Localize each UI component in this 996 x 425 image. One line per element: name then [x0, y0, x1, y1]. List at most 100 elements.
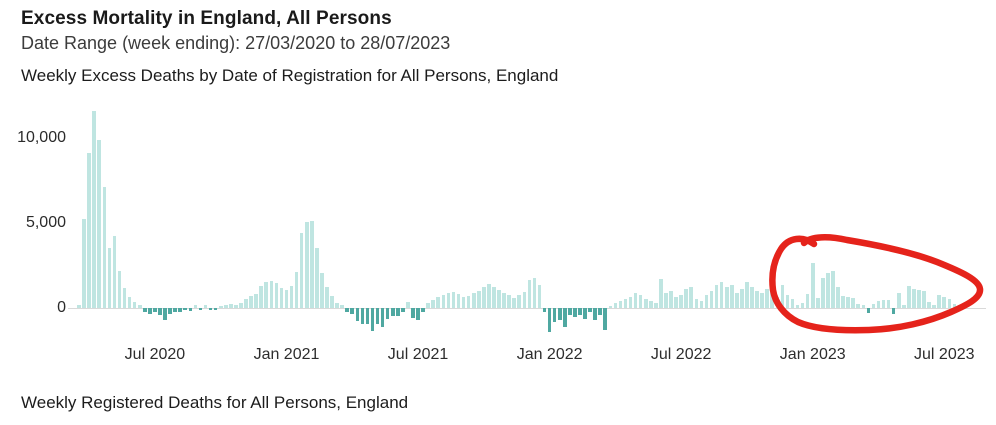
excess-deaths-bar [77, 305, 81, 308]
excess-deaths-bar [117, 270, 122, 308]
excess-deaths-bar [132, 301, 137, 308]
excess-deaths-bar [775, 296, 780, 308]
excess-deaths-bar [745, 282, 749, 308]
excess-deaths-bar [406, 301, 410, 308]
excess-deaths-bar [851, 297, 855, 308]
y-axis-tick-label: 10,000 [17, 128, 66, 146]
excess-deaths-bar [148, 308, 152, 314]
excess-deaths-bar [102, 187, 107, 308]
report-title: Excess Mortality in England, All Persons [21, 8, 392, 29]
excess-deaths-bar [846, 296, 850, 308]
excess-deaths-bar [562, 308, 567, 327]
excess-deaths-bar [578, 308, 582, 315]
excess-deaths-bar [431, 300, 436, 308]
excess-deaths-bar [552, 308, 557, 323]
excess-deaths-bar [446, 293, 451, 308]
excess-deaths-bar [315, 248, 319, 308]
excess-deaths-bar [669, 290, 673, 308]
excess-deaths-bar [158, 308, 162, 316]
excess-deaths-bar [573, 308, 577, 318]
excess-deaths-bar [800, 302, 805, 308]
excess-deaths-bar [527, 280, 532, 308]
excess-deaths-bar [461, 296, 466, 308]
excess-deaths-bar [466, 296, 471, 308]
excess-deaths-bar [740, 288, 744, 308]
excess-deaths-bar [426, 302, 430, 308]
excess-deaths-bar [750, 286, 754, 308]
excess-deaths-bar [360, 308, 365, 325]
excess-deaths-bar [239, 303, 243, 308]
excess-deaths-bar [861, 304, 866, 308]
excess-deaths-bar [735, 292, 739, 308]
excess-deaths-bar [922, 290, 926, 308]
excess-deaths-bar [396, 308, 400, 317]
excess-deaths-bar [198, 308, 203, 310]
excess-deaths-bar [335, 302, 339, 308]
excess-deaths-bar [213, 308, 218, 310]
excess-deaths-bar [127, 296, 132, 308]
excess-deaths-bar [780, 284, 785, 308]
excess-deaths-bar [795, 304, 800, 308]
excess-deaths-bar [476, 290, 481, 308]
excess-deaths-bar [218, 306, 223, 308]
excess-deaths-bar [254, 294, 258, 308]
excess-deaths-bar [568, 308, 572, 315]
excess-deaths-bar [188, 308, 193, 312]
excess-deaths-bar [537, 284, 542, 308]
excess-deaths-bar [259, 286, 263, 308]
excess-deaths-bar [836, 286, 840, 308]
excess-deaths-bar [193, 305, 198, 308]
excess-deaths-bar [628, 296, 633, 308]
excess-deaths-bar [643, 298, 648, 308]
excess-deaths-bar [385, 308, 390, 320]
excess-deaths-bar [492, 287, 496, 308]
excess-deaths-bar [122, 288, 127, 308]
excess-deaths-bar [598, 308, 602, 315]
excess-deaths-bar [654, 302, 658, 308]
excess-deaths-bar [284, 289, 289, 308]
excess-deaths-bar [891, 308, 896, 314]
excess-deaths-bar [805, 294, 810, 308]
excess-deaths-bar [97, 139, 102, 308]
excess-deaths-bar [304, 222, 309, 308]
excess-deaths-bar [588, 308, 592, 313]
excess-deaths-bar [507, 295, 511, 308]
excess-deaths-bar [821, 277, 825, 308]
excess-deaths-bar [249, 295, 253, 308]
excess-deaths-bar [183, 308, 188, 311]
excess-deaths-bar [380, 308, 385, 328]
excess-deaths-bar [517, 295, 522, 308]
excess-deaths-bar [487, 284, 491, 308]
excess-deaths-bar [785, 294, 790, 308]
x-axis-tick-label: Jul 2020 [124, 346, 186, 363]
excess-deaths-bar [244, 298, 248, 308]
x-axis-tick-label: Jan 2022 [516, 346, 583, 363]
excess-deaths-bar [679, 294, 683, 308]
excess-deaths-bar [264, 282, 269, 308]
excess-deaths-bar [355, 308, 360, 322]
excess-deaths-bar [365, 308, 370, 325]
excess-deaths-bar [729, 284, 734, 308]
date-range-subtitle: Date Range (week ending): 27/03/2020 to … [21, 33, 451, 53]
excess-deaths-bar [684, 288, 689, 308]
excess-deaths-bar [912, 289, 916, 308]
excess-deaths-bar [623, 298, 628, 308]
excess-deaths-bar [770, 286, 775, 308]
y-axis-tick-label: 5,000 [25, 213, 66, 231]
excess-deaths-bar [952, 303, 957, 308]
excess-deaths-bar [659, 279, 663, 308]
excess-deaths-bar [871, 303, 876, 308]
excess-deaths-bar [269, 280, 274, 308]
y-axis-tick-label: 0 [57, 299, 66, 316]
excess-deaths-bar [456, 294, 461, 308]
excess-deaths-bar [547, 308, 552, 332]
excess-deaths-bar [299, 233, 304, 308]
excess-deaths-bar [87, 153, 91, 308]
excess-deaths-bar [583, 308, 587, 320]
x-axis-tick-label: Jul 2022 [650, 346, 712, 363]
excess-deaths-bar [649, 300, 653, 308]
excess-deaths-bar [390, 308, 395, 317]
excess-deaths-bar [512, 298, 516, 308]
excess-deaths-bar [902, 304, 906, 308]
